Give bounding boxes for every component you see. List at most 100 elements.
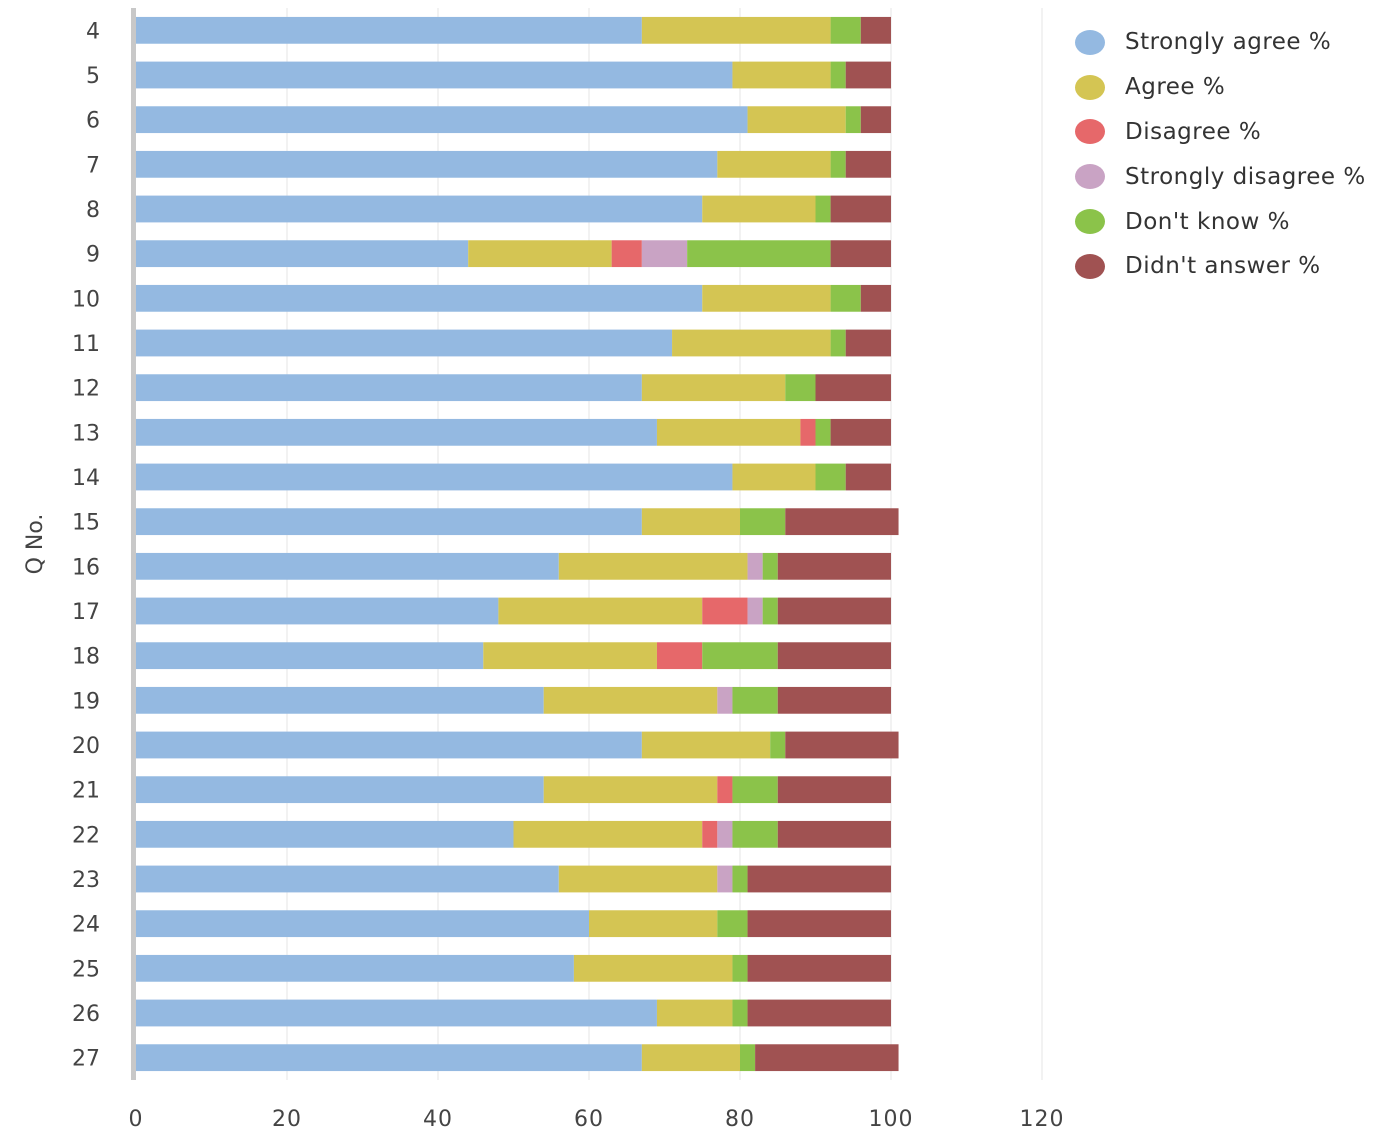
bar-segment	[777, 820, 891, 848]
bar-segment	[785, 508, 899, 536]
y-tick-label: 11	[72, 332, 100, 357]
legend-item-dont-know[interactable]: Don't know %	[1075, 199, 1366, 244]
bar-segment	[762, 552, 778, 580]
bar-segment	[732, 686, 778, 714]
bar-segment	[747, 999, 891, 1027]
bar-segment	[558, 865, 718, 893]
y-tick-label: 20	[72, 734, 100, 759]
bar-segment	[611, 240, 642, 268]
bar-segment	[815, 195, 831, 223]
bar-segment	[845, 61, 891, 89]
bar-segment	[747, 910, 891, 938]
y-tick-label: 10	[72, 287, 100, 312]
bar-segment	[732, 776, 778, 804]
x-tick-label: 80	[725, 1107, 755, 1132]
legend-marker	[1075, 164, 1105, 190]
bar-segment	[136, 642, 484, 670]
y-tick-label: 9	[86, 243, 100, 268]
legend-label: Strongly agree %	[1125, 29, 1332, 56]
bar-segment	[641, 1044, 740, 1072]
legend-item-strongly-disagree[interactable]: Strongly disagree %	[1075, 154, 1366, 199]
x-tick-label: 40	[423, 1107, 453, 1132]
y-tick-label: 8	[86, 198, 100, 223]
bar-segment	[641, 240, 688, 268]
bar-segment	[747, 597, 763, 625]
bar-segment	[136, 150, 718, 178]
y-tick-label: 18	[72, 645, 100, 670]
x-tick-label: 100	[869, 1107, 914, 1132]
bar-segment	[136, 106, 748, 134]
y-tick-label: 23	[72, 868, 100, 893]
bar-segment	[732, 865, 748, 893]
bar-segment	[702, 642, 778, 670]
bar-segment	[777, 552, 891, 580]
bar-segment	[860, 106, 891, 134]
bar-segment	[717, 910, 748, 938]
bar-segment	[717, 820, 733, 848]
legend: Strongly agree % Agree % Disagree % Stro…	[1075, 20, 1366, 289]
bar-segment	[732, 999, 748, 1027]
bar-segment	[483, 642, 657, 670]
x-tick-label: 0	[129, 1107, 144, 1132]
bar-segment	[656, 418, 801, 446]
bar-segment	[136, 195, 703, 223]
legend-item-strongly-agree[interactable]: Strongly agree %	[1075, 20, 1366, 65]
bar-segment	[717, 865, 733, 893]
bar-segment	[717, 150, 831, 178]
bar-segment	[732, 820, 778, 848]
y-tick-label: 6	[86, 109, 100, 134]
bar-segment	[747, 106, 846, 134]
bar-segment	[136, 865, 559, 893]
bar-segment	[136, 240, 469, 268]
y-tick-label: 21	[72, 779, 100, 804]
legend-marker	[1075, 209, 1105, 235]
bar-segment	[777, 597, 891, 625]
bar-segment	[136, 597, 499, 625]
bar-segment	[702, 284, 831, 312]
y-tick-label: 16	[72, 555, 100, 580]
legend-item-disagree[interactable]: Disagree %	[1075, 110, 1366, 155]
bar-segment	[717, 776, 733, 804]
bar-segment	[830, 418, 891, 446]
bar-segment	[785, 731, 899, 759]
bar-segment	[732, 61, 831, 89]
legend-label: Didn't answer %	[1125, 253, 1321, 280]
bar-segment	[845, 329, 891, 357]
legend-item-agree[interactable]: Agree %	[1075, 65, 1366, 110]
bar-segment	[785, 374, 816, 402]
bar-segment	[543, 776, 718, 804]
y-tick-label: 4	[86, 19, 100, 44]
bar-segment	[830, 150, 846, 178]
bar-segment	[136, 954, 574, 982]
bar-segment	[770, 731, 786, 759]
bar-segment	[136, 61, 733, 89]
legend-item-didnt-answer[interactable]: Didn't answer %	[1075, 244, 1366, 289]
bar-segment	[641, 731, 771, 759]
bar-segment	[468, 240, 612, 268]
bar-segment	[136, 16, 642, 44]
bar-segment	[136, 508, 642, 536]
bar-segment	[830, 284, 861, 312]
bar-segment	[777, 686, 891, 714]
bar-segment	[815, 463, 846, 491]
bar-segment	[641, 508, 740, 536]
bar-segment	[136, 418, 657, 446]
bar-segment	[702, 597, 748, 625]
y-tick-label: 17	[72, 600, 100, 625]
bar-segment	[732, 463, 816, 491]
bar-segment	[860, 284, 891, 312]
y-tick-label: 19	[72, 689, 100, 714]
bar-segment	[845, 106, 861, 134]
bar-segment	[830, 61, 846, 89]
y-tick-label: 27	[72, 1047, 100, 1072]
legend-marker	[1075, 74, 1105, 100]
y-tick-label: 12	[72, 377, 100, 402]
bar-segment	[702, 820, 718, 848]
bar-segment	[136, 374, 642, 402]
legend-label: Don't know %	[1125, 208, 1290, 235]
y-tick-label: 22	[72, 823, 100, 848]
bar-segment	[136, 463, 733, 491]
bar-segment	[755, 1044, 899, 1072]
